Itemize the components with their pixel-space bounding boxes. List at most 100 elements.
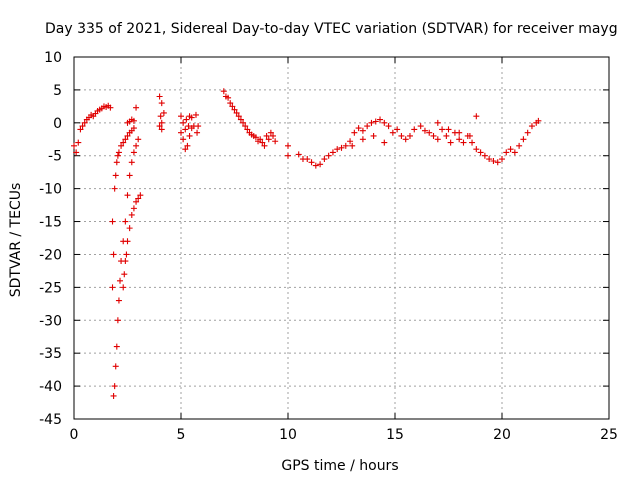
data-point (117, 277, 124, 284)
data-point (79, 123, 86, 130)
x-axis-label: GPS time / hours (281, 458, 398, 474)
data-point (394, 126, 401, 133)
x-tick-label: 10 (279, 427, 297, 443)
data-point (135, 195, 142, 202)
data-point (185, 123, 192, 130)
x-tick-label: 0 (70, 427, 79, 443)
data-point (481, 152, 488, 159)
y-tick-label: -40 (39, 379, 62, 395)
data-point (160, 109, 167, 116)
y-tick-label: -20 (39, 247, 62, 263)
axis-ticks: 0 5 10 15 20 25 10 5 0 -5 -10 -15 -20 -25 -30 -35 -40 -45 (39, 50, 618, 443)
grid (74, 57, 609, 419)
data-point (377, 116, 384, 123)
x-tick-label: 5 (177, 427, 186, 443)
data-point (503, 149, 510, 156)
data-point (381, 119, 388, 126)
data-point (456, 129, 463, 136)
data-point (126, 172, 133, 179)
y-tick-label: 10 (44, 50, 62, 66)
y-tick-label: -15 (39, 215, 62, 231)
data-point (359, 136, 366, 143)
y-tick-label: -10 (39, 182, 62, 198)
data-point (381, 139, 388, 146)
data-point (535, 117, 542, 124)
data-point (71, 142, 77, 149)
data-point (195, 123, 202, 130)
data-point (107, 104, 114, 111)
data-point (130, 149, 137, 156)
x-tick-label: 15 (386, 427, 404, 443)
data-point (469, 139, 476, 146)
data-point (77, 126, 84, 133)
data-point (516, 142, 523, 149)
data-point (158, 126, 165, 133)
data-point (128, 211, 135, 218)
y-axis-label: SDTVAR / TECUs (8, 183, 24, 298)
data-point (272, 138, 279, 145)
data-point (130, 205, 137, 212)
data-point (114, 317, 121, 324)
y-tick-label: -25 (39, 280, 62, 296)
data-point (338, 144, 345, 151)
data-point (511, 149, 518, 156)
data-point (477, 149, 484, 156)
data-point (411, 126, 418, 133)
data-point (460, 139, 467, 146)
data-point (499, 156, 505, 163)
data-point (237, 116, 244, 123)
data-point (183, 116, 190, 123)
data-point (349, 142, 356, 149)
data-point (329, 149, 336, 156)
data-point (133, 142, 140, 149)
y-tick-label: 0 (53, 116, 62, 132)
data-point (114, 152, 121, 159)
data-point (265, 136, 272, 143)
data-point (188, 114, 195, 121)
data-point (267, 129, 274, 136)
y-tick-label: 5 (53, 83, 62, 99)
data-point (486, 156, 493, 163)
data-point (447, 139, 454, 146)
data-point (220, 88, 227, 95)
x-tick-label: 25 (600, 427, 618, 443)
data-point (111, 383, 118, 390)
data-point (473, 113, 480, 120)
data-point (259, 139, 266, 146)
data-point (402, 136, 409, 143)
data-point (124, 192, 131, 199)
data-point (524, 129, 531, 136)
data-point (231, 106, 238, 113)
data-point (494, 159, 501, 166)
x-tick-label: 20 (493, 427, 511, 443)
data-point (417, 123, 424, 130)
data-point (434, 119, 441, 126)
data-point (182, 146, 189, 153)
data-point (73, 149, 80, 156)
data-point (115, 297, 122, 304)
data-point (135, 136, 142, 143)
data-point (351, 129, 358, 136)
data-point (180, 119, 187, 126)
data-point (192, 111, 199, 118)
data-point (285, 152, 291, 159)
data-point (180, 136, 187, 143)
data-point (364, 123, 371, 130)
data-point (242, 123, 249, 130)
data-point (308, 159, 315, 166)
data-point (520, 136, 527, 143)
data-point (347, 138, 354, 145)
data-point (263, 132, 270, 139)
data-point (225, 94, 232, 101)
y-tick-label: -45 (39, 412, 62, 428)
data-point (156, 123, 163, 130)
data-point (355, 125, 362, 132)
data-point (115, 149, 122, 156)
data-point (130, 117, 137, 124)
data-point (158, 119, 165, 126)
data-point (261, 142, 268, 149)
data-point (312, 162, 319, 169)
data-point (233, 109, 240, 116)
data-point (244, 126, 251, 133)
data-point (113, 159, 120, 166)
